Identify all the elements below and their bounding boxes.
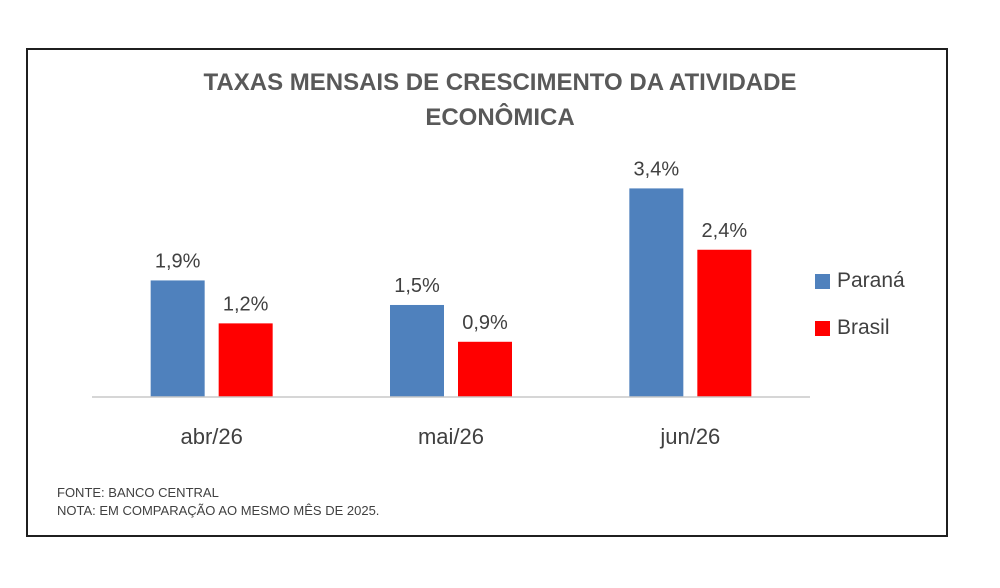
legend: Paraná Brasil — [815, 268, 905, 362]
bar-brasil-2 — [697, 249, 752, 397]
legend-swatch — [815, 273, 830, 289]
chart-title-line-1: TAXAS MENSAIS DE CRESCIMENTO DA ATIVIDAD… — [203, 69, 797, 96]
data-label: 1,5% — [394, 275, 440, 297]
legend-item: Brasil — [815, 315, 905, 341]
legend-item: Paraná — [815, 268, 905, 294]
bar-parana-0 — [150, 280, 205, 397]
category-label: abr/26 — [180, 424, 242, 449]
bar-brasil-1 — [458, 341, 512, 397]
legend-label: Brasil — [837, 316, 890, 339]
data-label: 2,4% — [702, 220, 748, 242]
bar-brasil-0 — [218, 323, 273, 397]
category-label: mai/26 — [418, 424, 484, 449]
category-label: jun/26 — [659, 424, 720, 449]
data-label: 1,9% — [155, 250, 201, 272]
data-label: 3,4% — [634, 158, 680, 180]
data-label: 1,2% — [223, 293, 269, 315]
legend-swatch — [815, 320, 830, 336]
comparison-note: NOTA: EM COMPARAÇÃO AO MESMO MÊS DE 2025… — [57, 503, 380, 518]
legend-label: Paraná — [837, 269, 905, 292]
bar-parana-2 — [629, 188, 684, 397]
bar-parana-1 — [390, 304, 444, 397]
data-label: 0,9% — [462, 312, 508, 334]
chart-title-line-2: ECONÔMICA — [425, 104, 575, 131]
source-note: FONTE: BANCO CENTRAL — [57, 485, 219, 500]
